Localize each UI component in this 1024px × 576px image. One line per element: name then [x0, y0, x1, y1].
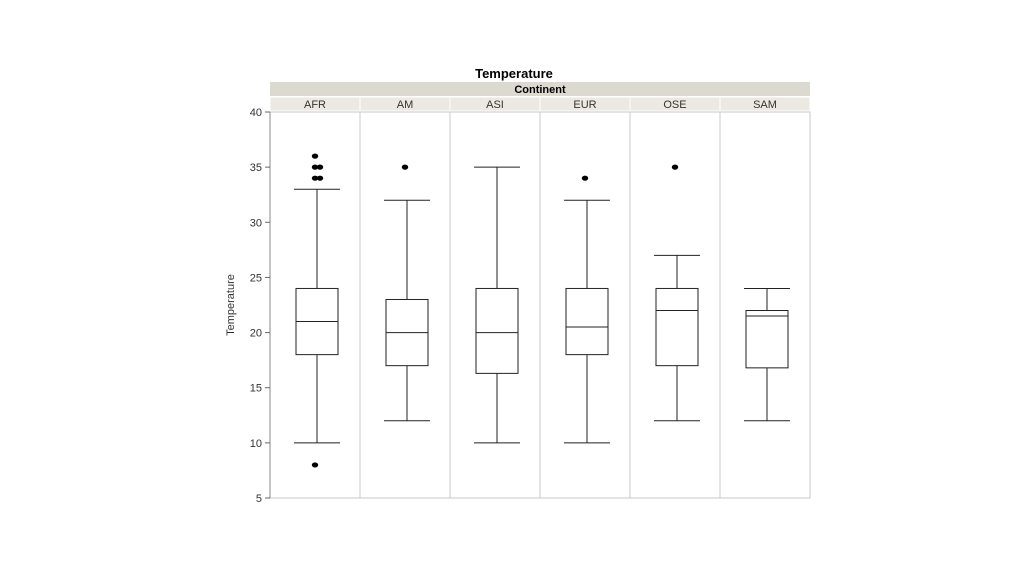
iqr-box [475, 287, 519, 374]
plot-panel [719, 111, 811, 499]
outlier-point [581, 175, 589, 181]
box-am [384, 164, 430, 422]
y-axis: 5 10 15 20 25 30 35 40 [250, 107, 271, 505]
iqr-box [655, 287, 699, 367]
y-tick-label: 15 [250, 383, 262, 395]
box-eur [564, 175, 610, 444]
outlier-point [311, 462, 319, 468]
outlier-point [401, 164, 409, 170]
outlier-point [316, 175, 324, 181]
y-tick-label: 35 [250, 162, 262, 174]
category-label: EUR [573, 99, 596, 111]
iqr-box [745, 310, 789, 369]
category-label: AFR [304, 99, 326, 111]
category-label: SAM [753, 99, 777, 111]
category-band: AFR AM ASI EUR OSE SAM [269, 96, 811, 112]
outlier-point [671, 164, 679, 170]
category-label: AM [397, 99, 414, 111]
y-axis-title: Temperature [225, 274, 237, 336]
outlier-point [316, 164, 324, 170]
iqr-box [565, 287, 609, 356]
category-label: ASI [486, 99, 504, 111]
box-afr [294, 153, 340, 468]
box-asi [474, 166, 520, 444]
box-sam [744, 287, 790, 422]
outlier-point [311, 175, 319, 181]
y-tick-label: 10 [250, 438, 262, 450]
category-label: OSE [663, 99, 686, 111]
chart-title: Temperature [475, 66, 553, 81]
y-tick-label: 20 [250, 328, 262, 340]
outlier-point [311, 164, 319, 170]
y-tick-label: 5 [256, 493, 262, 505]
y-tick-label: 40 [250, 107, 262, 119]
box-series [294, 153, 790, 468]
box-ose [654, 164, 700, 422]
outlier-point [311, 153, 319, 159]
group-header-band [270, 82, 810, 96]
category-header-cell [719, 96, 811, 112]
group-by-label: Continent [514, 84, 566, 96]
plot-panels [269, 111, 811, 499]
y-tick-label: 25 [250, 272, 262, 284]
y-tick-label: 30 [250, 217, 262, 229]
